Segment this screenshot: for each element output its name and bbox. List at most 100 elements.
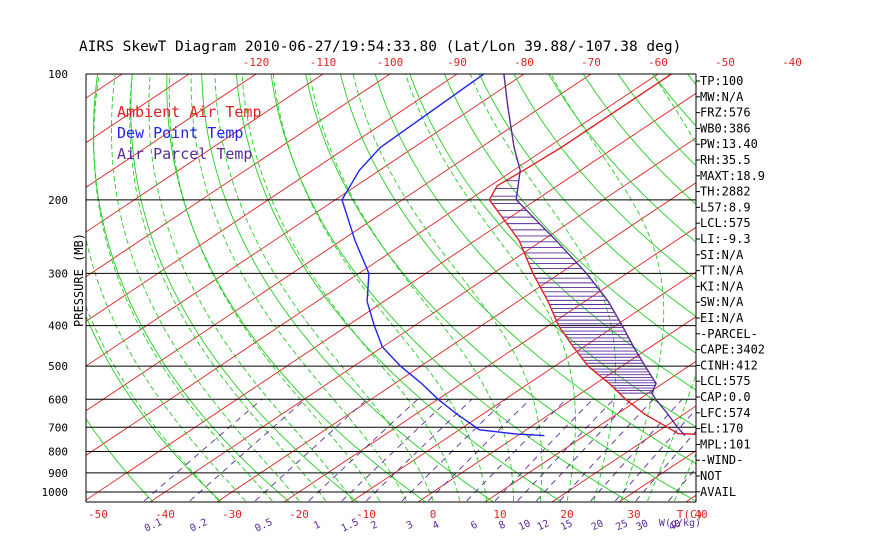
dry-adiabat-line xyxy=(201,74,495,502)
dry-adiabat-line xyxy=(774,55,870,509)
stat-entry: RH:35.5 xyxy=(700,153,751,167)
isotherm-line xyxy=(86,74,525,367)
temp-tick-label-bottom: 40 xyxy=(694,508,707,521)
temp-tick-label-top: -40 xyxy=(782,56,802,69)
mixing-ratio-line xyxy=(254,398,368,502)
dry-adiabat-line xyxy=(841,55,870,509)
mixing-ratio-label: 8 xyxy=(497,519,507,532)
mixing-ratio-line xyxy=(517,398,615,502)
legend-entry: Ambient Air Temp xyxy=(117,103,262,121)
mixing-ratio-label: 3 xyxy=(405,519,415,532)
moist-adiabat-line xyxy=(673,452,696,502)
mixing-ratio-label: 15 xyxy=(559,518,575,533)
isotherm-line xyxy=(809,55,870,509)
mixing-ratio-label: 10 xyxy=(517,518,533,533)
legend-entry: Dew Point Temp xyxy=(117,124,243,142)
pressure-tick-label: 600 xyxy=(48,393,68,406)
isotherm-line xyxy=(86,74,391,278)
mixing-ratio-line xyxy=(428,398,531,502)
temp-tick-label-bottom: -50 xyxy=(88,508,108,521)
mixing-ratio-label: 25 xyxy=(614,518,630,533)
dry-adiabat-line xyxy=(86,418,154,502)
isotherm-line xyxy=(484,360,696,502)
temp-tick-label-bottom: 20 xyxy=(560,508,573,521)
mixing-ratio-line xyxy=(189,398,306,502)
dry-adiabat-line xyxy=(652,74,696,127)
stat-entry: MPL:101 xyxy=(700,437,751,451)
mixing-ratio-line xyxy=(341,398,450,502)
dry-adiabat-line xyxy=(92,74,291,502)
mixing-ratio-label: 2 xyxy=(369,519,379,532)
chart-title: AIRS SkewT Diagram 2010-06-27/19:54:33.8… xyxy=(79,39,681,55)
mixing-ratio-label: 30 xyxy=(635,518,651,533)
stat-entry: CAPE:3402 xyxy=(700,343,765,357)
temp-tick-label-top: -70 xyxy=(581,56,601,69)
isotherm-line xyxy=(0,55,17,509)
series-line-ambient-air-temp xyxy=(488,74,696,435)
mixing-ratio-line xyxy=(590,398,683,502)
pressure-tick-label: 300 xyxy=(48,267,68,280)
temp-tick-label-top: -110 xyxy=(310,56,337,69)
stat-entry: -WIND- xyxy=(700,453,743,467)
isotherm-line xyxy=(216,182,696,502)
dry-adiabat-line xyxy=(86,315,223,502)
dry-adiabat-line xyxy=(339,74,696,465)
moist-adiabat-line xyxy=(241,74,461,501)
isotherm-line xyxy=(350,271,696,502)
pressure-tick-label: 1000 xyxy=(42,486,69,499)
stat-entry: AVAIL xyxy=(700,485,736,499)
isotherm-line xyxy=(551,405,696,502)
isotherm-line xyxy=(149,137,696,502)
stat-entry: FRZ:576 xyxy=(700,106,751,120)
moist-adiabat-line xyxy=(129,74,327,502)
mixing-ratio-line xyxy=(536,398,632,502)
isotherm-line xyxy=(742,55,870,509)
mixing-ratio-line xyxy=(494,398,594,502)
stat-entry: CINH:412 xyxy=(700,358,758,372)
mixing-ratio-line xyxy=(401,398,506,502)
series-line-dew-point-temp xyxy=(341,74,545,437)
mixing-ratio-line xyxy=(466,398,567,502)
stat-entry: MW:N/A xyxy=(700,90,744,104)
moist-adiabat-line xyxy=(86,305,220,502)
temp-tick-label-top: -120 xyxy=(243,56,270,69)
mixing-ratio-unit-label: W(g/kg) xyxy=(659,518,701,529)
mixing-ratio-label: 40 xyxy=(667,518,683,533)
y-axis-label: PRESSURE (MB) xyxy=(72,233,86,327)
mixing-ratio-line xyxy=(559,398,654,502)
temp-unit-label: T(C) xyxy=(677,508,704,521)
moist-adiabat-line xyxy=(214,74,434,502)
temp-tick-label-bottom: -20 xyxy=(289,508,309,521)
temp-tick-label-bottom: -30 xyxy=(222,508,242,521)
temp-tick-label-bottom: 0 xyxy=(430,508,437,521)
dry-adiabat-line xyxy=(270,74,631,502)
moist-adiabat-line xyxy=(190,74,407,502)
dry-adiabat-line xyxy=(740,55,870,509)
mixing-ratio-line xyxy=(615,408,696,502)
legend-entry: Air Parcel Temp xyxy=(117,145,252,163)
temp-tick-label-top: -60 xyxy=(648,56,668,69)
dry-adiabat-line xyxy=(513,74,696,281)
isotherm-line xyxy=(283,226,696,502)
isotherm-line xyxy=(86,74,190,144)
series-line-air-parcel-temp xyxy=(503,74,686,437)
pressure-tick-label: 400 xyxy=(48,320,68,333)
isotherm-line xyxy=(86,92,696,501)
pressure-tick-label: 900 xyxy=(48,467,68,480)
pressure-tick-label: 500 xyxy=(48,360,68,373)
dry-adiabat-line xyxy=(374,74,696,428)
stat-entry: EI:N/A xyxy=(700,311,744,325)
mixing-ratio-label: 6 xyxy=(469,519,479,532)
pressure-tick-label: 700 xyxy=(48,421,68,434)
temp-tick-label-bottom: -10 xyxy=(356,508,376,521)
stat-entry: LI:-9.3 xyxy=(700,232,751,246)
pressure-tick-label: 800 xyxy=(48,445,68,458)
temp-tick-label-top: -80 xyxy=(514,56,534,69)
temp-tick-label-bottom: 10 xyxy=(493,508,506,521)
stat-entry: KI:N/A xyxy=(700,279,744,293)
moist-adiabat-line xyxy=(168,74,380,502)
mixing-ratio-label: 20 xyxy=(590,518,606,533)
stat-entry: -PARCEL- xyxy=(700,327,758,341)
